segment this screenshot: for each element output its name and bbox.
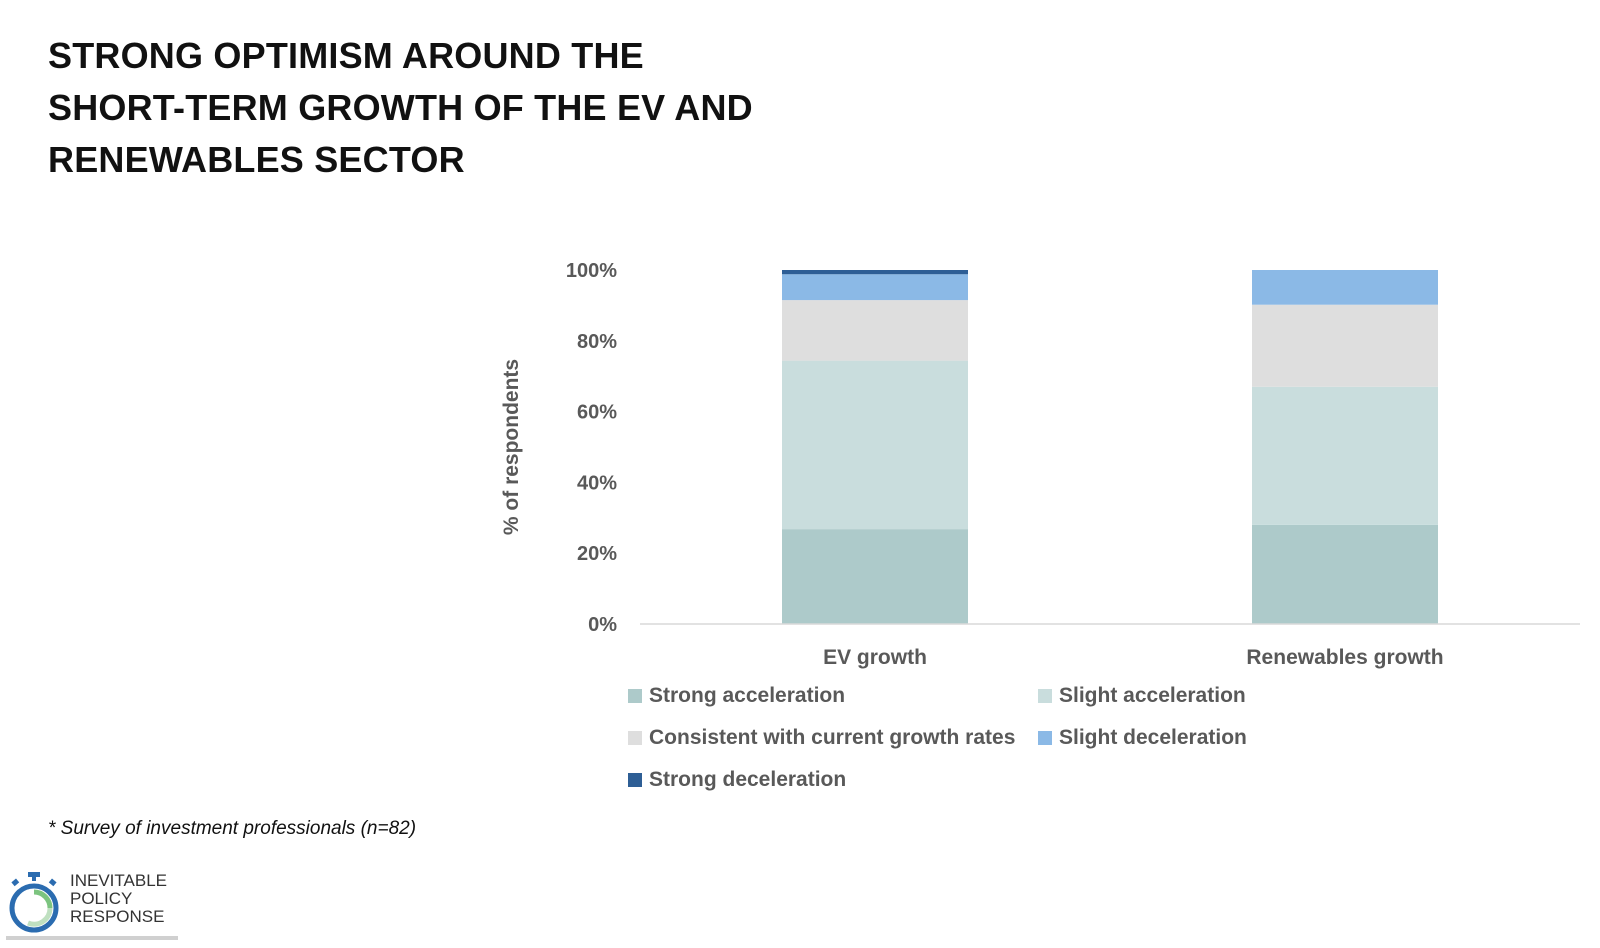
stacked-bar-chart: 0% 20% 40% 60% 80% 100% % of respondents EV gro… [500,260,1580,669]
y-tick-label: 60% [577,402,617,424]
x-category-label: Renewables growth [1246,646,1443,669]
bar-segment [1252,270,1438,305]
survey-footnote: * Survey of investment professionals (n=… [48,818,417,839]
bar-segment [782,274,968,301]
title-line-3: RENEWABLES SECTOR [48,139,465,180]
logo-underline [6,936,178,940]
stopwatch-ring-icon [9,872,59,933]
legend-item-slight-acceleration: Slight acceleration [1038,682,1288,710]
title-line-2: SHORT-TERM GROWTH OF THE EV AND [48,87,753,128]
logo-wordmark: INEVITABLE POLICY RESPONSE [70,872,167,926]
logo-line-1: INEVITABLE [70,871,167,890]
legend-item-consistent: Consistent with current growth rates [628,724,1038,752]
logo-line-3: RESPONSE [70,907,165,926]
title-line-1: STRONG OPTIMISM AROUND THE [48,35,644,76]
legend-label: Slight acceleration [1059,684,1246,707]
legend-label: Strong deceleration [649,768,847,791]
legend-swatch [628,773,642,787]
legend-label: Slight deceleration [1059,726,1247,749]
legend-label: Consistent with current growth rates [649,726,1016,749]
legend-swatch [1038,689,1052,703]
bar-segment [782,270,968,275]
legend-swatch [628,731,642,745]
y-tick-label: 80% [577,331,617,353]
bar-segment [782,529,968,624]
bar-segment [1252,524,1438,624]
bar-segment [782,300,968,361]
bar-segment [782,360,968,530]
y-tick-label: 40% [577,472,617,494]
legend-swatch [1038,731,1052,745]
chart-legend: Strong acceleration Slight acceleration … [628,682,1288,794]
bar-segment [1252,386,1438,525]
legend-swatch [628,689,642,703]
y-tick-label: 20% [577,543,617,565]
legend-item-strong-deceleration: Strong deceleration [628,766,1038,794]
inevitable-policy-response-logo: INEVITABLE POLICY RESPONSE [6,872,186,942]
y-tick-label: 0% [588,614,617,636]
legend-item-strong-acceleration: Strong acceleration [628,682,1038,710]
x-category-label: EV growth [823,646,927,669]
y-axis-title: % of respondents [500,359,523,535]
slide-title: STRONG OPTIMISM AROUND THE SHORT-TERM GR… [48,30,808,186]
y-tick-label: 100% [566,260,617,282]
logo-line-2: POLICY [70,889,133,908]
legend-label: Strong acceleration [649,684,846,707]
bar-segment [1252,304,1438,387]
legend-item-slight-deceleration: Slight deceleration [1038,724,1288,752]
